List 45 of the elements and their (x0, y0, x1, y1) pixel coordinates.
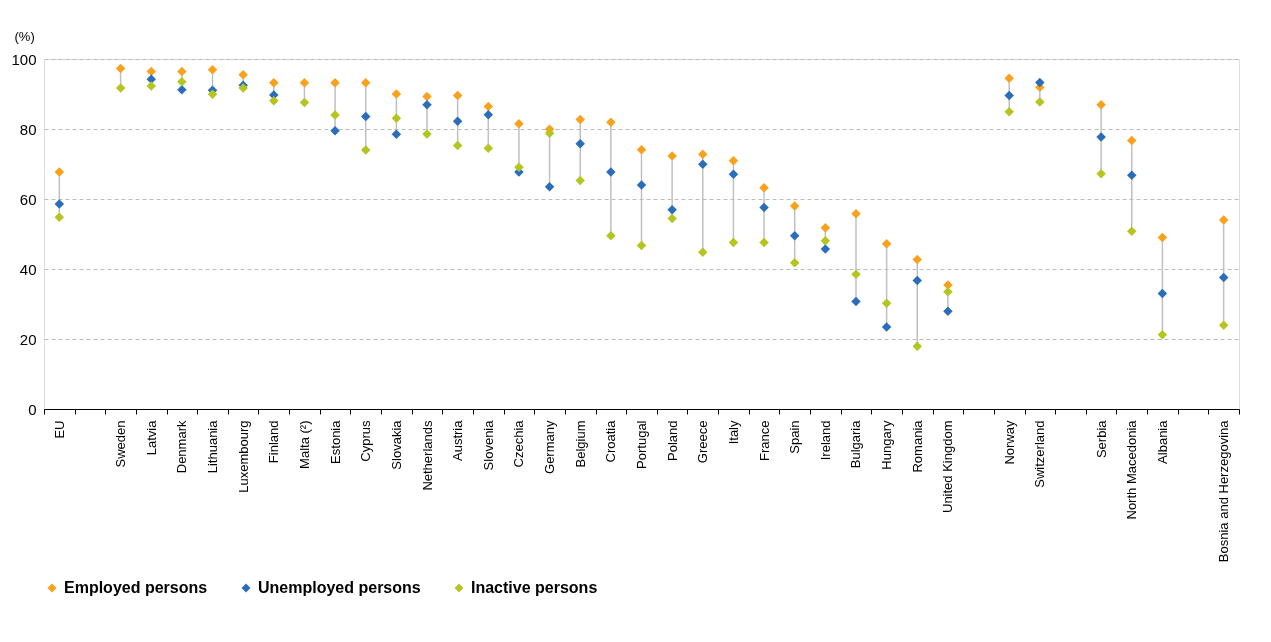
x-tick-label: Poland (664, 420, 680, 461)
legend-label: Unemployed persons (258, 579, 421, 596)
y-tick-label: 20 (19, 330, 37, 348)
x-tick-label: Hungary (879, 420, 895, 470)
x-tick-label: Germany (542, 420, 558, 474)
x-tick-label: EU (51, 420, 67, 439)
x-tick-label: North Macedonia (1124, 419, 1140, 520)
x-tick-label: France (756, 420, 772, 461)
x-tick-label: Bosnia and Herzegovina (1216, 419, 1232, 563)
x-tick-label: Cyprus (358, 420, 374, 462)
x-tick-label: Switzerland (1032, 420, 1048, 488)
y-axis-title: (%) (14, 28, 35, 44)
x-tick-label: Finland (266, 420, 282, 464)
x-tick-label: Italy (725, 420, 741, 445)
x-tick-label: Latvia (143, 419, 159, 456)
x-tick-label: Croatia (603, 419, 619, 463)
x-tick-label: Denmark (174, 420, 190, 474)
legend-label: Employed persons (64, 579, 208, 596)
x-tick-label: Netherlands (419, 420, 435, 491)
y-tick-label: 40 (19, 260, 37, 278)
x-tick-label: Austria (450, 419, 466, 461)
x-tick-label: Slovenia (480, 419, 496, 471)
y-tick-label: 80 (19, 120, 37, 138)
x-tick-label: Estonia (327, 419, 343, 464)
x-tick-label: Portugal (634, 420, 649, 469)
y-tick-label: 100 (11, 50, 37, 68)
x-tick-label: Norway (1001, 420, 1017, 465)
x-tick-label: Romania (909, 419, 925, 473)
x-tick-label: Spain (787, 420, 803, 454)
x-tick-label: Czechia (511, 419, 527, 468)
x-tick-label: Bulgaria (848, 419, 864, 469)
x-tick-label: Greece (695, 420, 711, 464)
legend-label: Inactive persons (471, 579, 598, 596)
x-tick-label: Malta (²) (296, 420, 312, 469)
x-tick-label: Belgium (572, 420, 588, 468)
x-tick-label: Serbia (1093, 419, 1109, 459)
x-tick-label: United Kingdom (940, 420, 956, 513)
x-tick-label: Lithuania (205, 419, 221, 474)
x-tick-label: Luxembourg (235, 420, 251, 493)
x-tick-label: Slovakia (388, 419, 404, 470)
y-tick-label: 60 (19, 190, 37, 208)
x-tick-label: Albania (1154, 419, 1170, 464)
y-tick-label: 0 (28, 400, 37, 418)
x-tick-label: Sweden (113, 420, 129, 468)
x-tick-label: Ireland (817, 420, 833, 461)
